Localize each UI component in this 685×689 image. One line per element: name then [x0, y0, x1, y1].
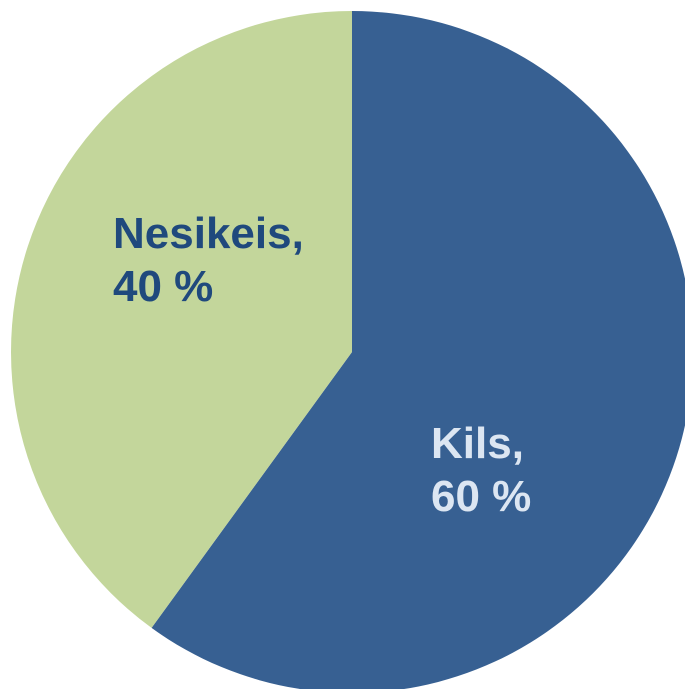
pie-slice-nesikeis	[10, 11, 352, 628]
pie-labels: Kils, 60 % Nesikeis, 40 %	[113, 209, 531, 521]
pie-slices	[10, 11, 685, 689]
slice-label-name: Nesikeis,	[113, 209, 304, 258]
slice-label-kils: Kils, 60 %	[431, 419, 531, 521]
slice-label-value: 60 %	[431, 472, 531, 521]
pie-slice-kils	[151, 11, 685, 689]
slice-label-value: 40 %	[113, 262, 213, 311]
slice-label-nesikeis: Nesikeis, 40 %	[113, 209, 304, 311]
slice-label-name: Kils,	[431, 419, 524, 468]
